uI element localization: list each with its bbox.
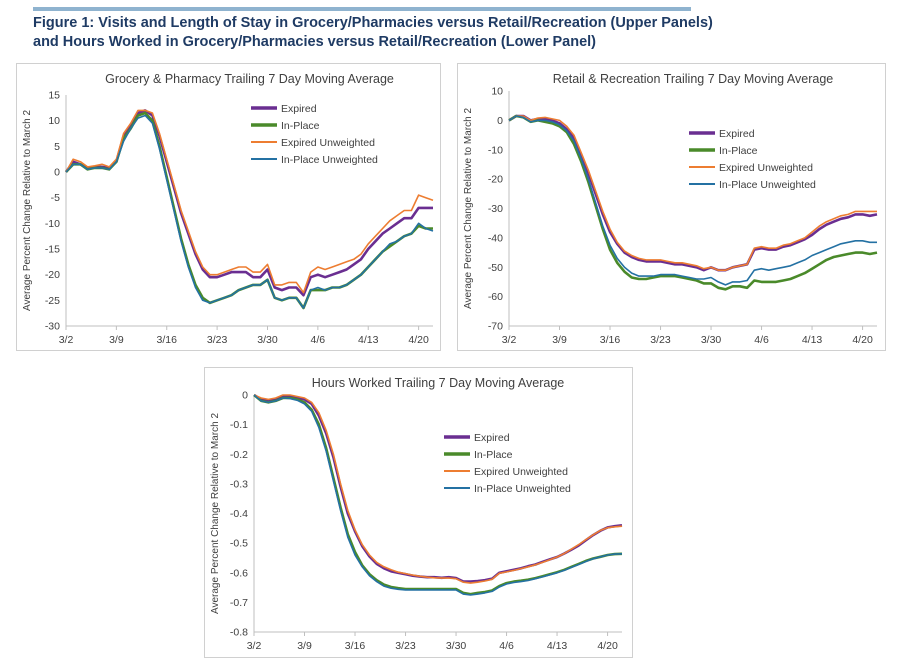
legend-label-in-place: In-Place bbox=[474, 449, 513, 461]
series-line-expired-unweighted bbox=[508, 115, 877, 271]
series-line-in-place-unweighted bbox=[508, 115, 877, 286]
y-axis-label: Average Percent Change Relative to March… bbox=[22, 110, 33, 311]
y-tick-label: -30 bbox=[488, 203, 503, 215]
y-tick-label: -30 bbox=[45, 321, 60, 333]
legend-label-expired-unweighted: Expired Unweighted bbox=[719, 162, 813, 174]
series-line-expired bbox=[64, 109, 433, 297]
x-tick-label: 3/9 bbox=[552, 334, 567, 346]
y-tick-label: -20 bbox=[488, 174, 503, 186]
panel-frame bbox=[16, 63, 441, 351]
legend-label-expired: Expired bbox=[474, 432, 510, 444]
series-line-expired-unweighted bbox=[65, 109, 434, 294]
x-tick-label: 4/13 bbox=[547, 640, 568, 652]
x-tick-label: 3/23 bbox=[650, 334, 671, 346]
chart-title: Grocery & Pharmacy Trailing 7 Day Moving… bbox=[105, 72, 394, 86]
x-tick-label: 4/13 bbox=[358, 334, 379, 346]
chart-title: Hours Worked Trailing 7 Day Moving Avera… bbox=[312, 376, 564, 390]
title-accent-bar bbox=[33, 7, 691, 11]
y-tick-label: -0.6 bbox=[230, 567, 248, 579]
y-tick-label: -40 bbox=[488, 232, 503, 244]
x-tick-label: 3/23 bbox=[207, 334, 228, 346]
x-tick-label: 4/6 bbox=[499, 640, 514, 652]
y-tick-label: -0.4 bbox=[230, 508, 248, 520]
legend-label-expired-unweighted: Expired Unweighted bbox=[474, 466, 568, 478]
retail-recreation-chart: Retail & Recreation Trailing 7 Day Movin… bbox=[457, 63, 886, 351]
x-tick-label: 3/2 bbox=[59, 334, 74, 346]
y-tick-label: 10 bbox=[491, 86, 503, 98]
y-tick-label: -10 bbox=[45, 218, 60, 230]
y-tick-label: -0.7 bbox=[230, 597, 248, 609]
series-line-in-place-unweighted bbox=[253, 394, 623, 596]
x-tick-label: 3/2 bbox=[247, 640, 262, 652]
legend-label-expired: Expired bbox=[719, 128, 755, 140]
y-tick-label: 0 bbox=[242, 390, 248, 402]
y-tick-label: -70 bbox=[488, 321, 503, 333]
y-tick-label: 10 bbox=[48, 115, 60, 127]
legend-label-in-place-unweighted: In-Place Unweighted bbox=[719, 179, 816, 191]
x-tick-label: 3/9 bbox=[109, 334, 124, 346]
x-tick-label: 3/30 bbox=[701, 334, 722, 346]
y-tick-label: 5 bbox=[54, 141, 60, 153]
y-tick-label: -5 bbox=[51, 192, 60, 204]
x-tick-label: 3/30 bbox=[257, 334, 278, 346]
y-tick-label: -25 bbox=[45, 295, 60, 307]
x-tick-label: 4/20 bbox=[597, 640, 618, 652]
x-tick-label: 3/16 bbox=[600, 334, 621, 346]
y-tick-label: -50 bbox=[488, 262, 503, 274]
y-tick-label: -20 bbox=[45, 269, 60, 281]
figure-title: Figure 1: Visits and Length of Stay in G… bbox=[33, 14, 793, 52]
series-line-expired-unweighted bbox=[253, 394, 623, 584]
x-tick-label: 4/13 bbox=[802, 334, 823, 346]
y-tick-label: -10 bbox=[488, 144, 503, 156]
series-line-in-place bbox=[508, 114, 878, 291]
y-tick-label: -0.5 bbox=[230, 538, 248, 550]
legend-label-expired: Expired bbox=[281, 103, 317, 115]
y-tick-label: -0.8 bbox=[230, 627, 248, 639]
legend-label-in-place: In-Place bbox=[281, 120, 320, 132]
y-tick-label: 0 bbox=[54, 167, 60, 179]
x-tick-label: 4/20 bbox=[852, 334, 873, 346]
x-tick-label: 3/9 bbox=[297, 640, 312, 652]
legend-label-in-place-unweighted: In-Place Unweighted bbox=[474, 483, 571, 495]
y-tick-label: -15 bbox=[45, 244, 60, 256]
chart-title: Retail & Recreation Trailing 7 Day Movin… bbox=[553, 72, 834, 86]
x-tick-label: 3/16 bbox=[157, 334, 178, 346]
y-axis-label: Average Percent Change Relative to March… bbox=[210, 413, 221, 614]
legend-label-in-place-unweighted: In-Place Unweighted bbox=[281, 154, 378, 166]
x-tick-label: 3/23 bbox=[395, 640, 416, 652]
y-tick-label: -0.3 bbox=[230, 478, 248, 490]
x-tick-label: 4/6 bbox=[754, 334, 769, 346]
hours-worked-chart: Hours Worked Trailing 7 Day Moving Avera… bbox=[204, 367, 633, 658]
panel-frame bbox=[457, 63, 886, 351]
legend-label-expired-unweighted: Expired Unweighted bbox=[281, 137, 375, 149]
x-tick-label: 3/2 bbox=[502, 334, 517, 346]
y-tick-label: -0.1 bbox=[230, 419, 248, 431]
x-tick-label: 4/6 bbox=[311, 334, 326, 346]
grocery-pharmacy-chart: Grocery & Pharmacy Trailing 7 Day Moving… bbox=[16, 63, 441, 351]
x-tick-label: 3/16 bbox=[345, 640, 366, 652]
panel-frame bbox=[204, 367, 633, 658]
legend-label-in-place: In-Place bbox=[719, 145, 758, 157]
figure-title-line-2: and Hours Worked in Grocery/Pharmacies v… bbox=[33, 34, 597, 50]
y-tick-label: -60 bbox=[488, 291, 503, 303]
series-line-expired bbox=[508, 114, 878, 272]
figure-title-line-1: Figure 1: Visits and Length of Stay in G… bbox=[33, 15, 713, 31]
series-line-in-place-unweighted bbox=[65, 114, 434, 309]
y-tick-label: 0 bbox=[497, 115, 503, 127]
x-tick-label: 4/20 bbox=[408, 334, 429, 346]
y-tick-label: 15 bbox=[48, 90, 60, 102]
y-tick-label: -0.2 bbox=[230, 449, 248, 461]
x-tick-label: 3/30 bbox=[446, 640, 467, 652]
y-axis-label: Average Percent Change Relative to March… bbox=[463, 108, 474, 309]
